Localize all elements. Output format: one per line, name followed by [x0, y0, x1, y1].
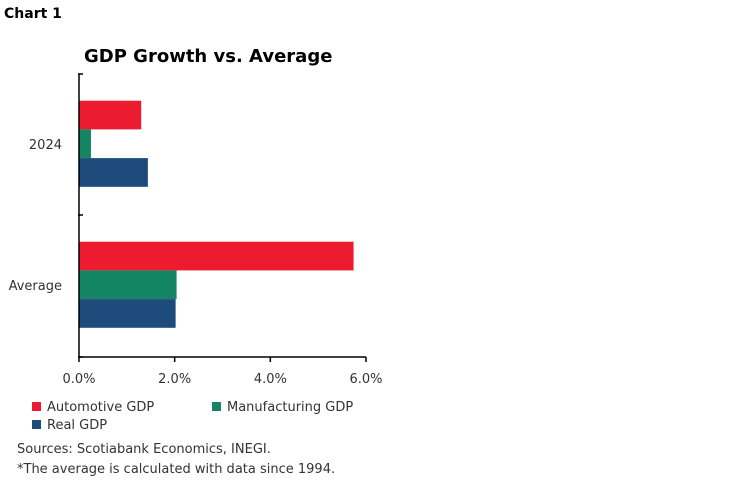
plot-area: 2024 Average 0.0% 2.0% 4.0% 6.0% — [9, 73, 383, 387]
legend-swatch — [32, 420, 41, 429]
legend-swatch — [32, 402, 41, 411]
legend-item-manufacturing: Manufacturing GDP — [212, 400, 353, 415]
legend-item-automotive: Automotive GDP — [32, 400, 154, 415]
bar-manufacturing-gdp-average — [79, 270, 177, 300]
bar-real-gdp-average — [79, 299, 176, 328]
footnote: *The average is calculated with data sin… — [17, 462, 336, 477]
legend-label: Automotive GDP — [47, 400, 155, 415]
legend-swatch — [212, 402, 221, 411]
chart-title: GDP Growth vs. Average — [84, 46, 333, 67]
bar-manufacturing-gdp-2024 — [79, 129, 91, 159]
legend-label: Real GDP — [47, 418, 108, 433]
legend-label: Manufacturing GDP — [227, 400, 354, 415]
x-tick-label: 4.0% — [254, 372, 287, 387]
bar-automotive-gdp-average — [79, 241, 354, 271]
chart-number: Chart 1 — [4, 6, 62, 22]
bar-automotive-gdp-2024 — [79, 100, 142, 130]
legend-item-real: Real GDP — [32, 418, 107, 433]
x-tick-label: 2.0% — [158, 372, 191, 387]
y-tick-label: Average — [9, 279, 62, 294]
y-tick-label: 2024 — [29, 138, 62, 153]
x-tick-label: 6.0% — [349, 372, 382, 387]
bar-real-gdp-2024 — [79, 158, 148, 187]
x-tick-label: 0.0% — [62, 372, 95, 387]
sources-note: Sources: Scotiabank Economics, INEGI. — [17, 442, 271, 457]
